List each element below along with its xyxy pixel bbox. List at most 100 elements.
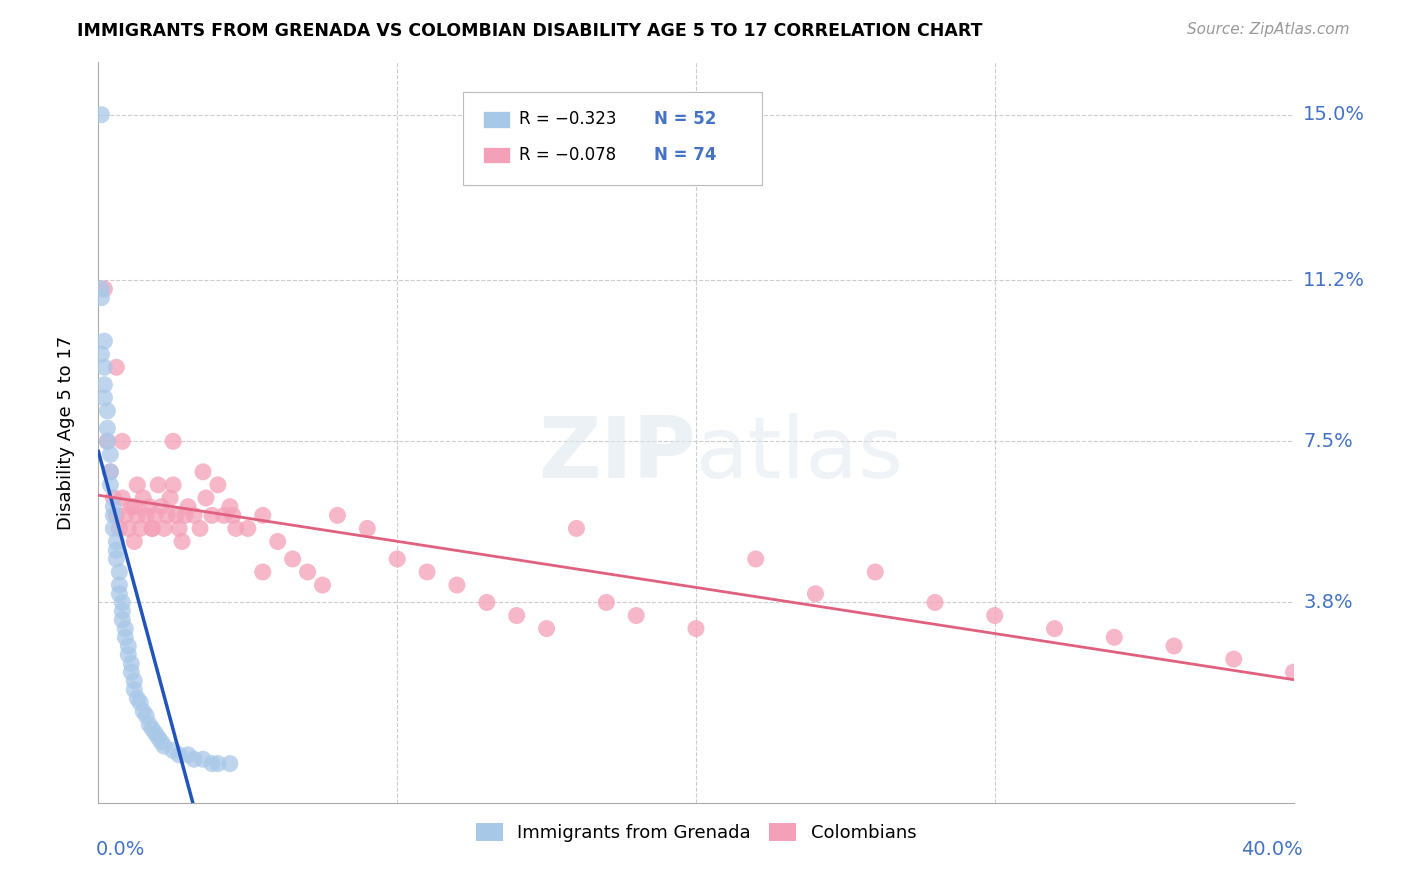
Point (626, 608, 648, 623)
Point (103, 508, 125, 523)
Point (1282, 665, 1305, 680)
Point (565, 521, 588, 535)
Point (1104, 630, 1126, 644)
Text: 3.8%: 3.8% (1303, 593, 1353, 612)
Point (138, 717, 160, 731)
Text: atlas: atlas (696, 413, 904, 496)
Point (105, 543, 128, 558)
Point (212, 508, 235, 523)
Point (96, 421, 118, 435)
Point (984, 608, 1007, 623)
Point (120, 657, 142, 671)
Point (865, 565, 887, 579)
Point (162, 478, 184, 492)
Point (150, 735, 173, 749)
Text: N = 74: N = 74 (654, 146, 717, 164)
Point (1043, 622, 1066, 636)
Point (141, 722, 163, 736)
Point (111, 613, 134, 627)
Point (90, 347, 112, 361)
Point (120, 500, 142, 514)
Point (201, 756, 224, 771)
Point (148, 731, 170, 745)
Point (311, 578, 333, 592)
Point (191, 465, 214, 479)
Point (124, 673, 146, 688)
Point (135, 708, 157, 723)
Text: IMMIGRANTS FROM GRENADA VS COLOMBIAN DISABILITY AGE 5 TO 17 CORRELATION CHART: IMMIGRANTS FROM GRENADA VS COLOMBIAN DIS… (77, 22, 983, 40)
Point (114, 630, 136, 644)
Point (141, 521, 163, 535)
Point (132, 704, 155, 718)
Point (165, 508, 187, 523)
Point (120, 665, 142, 680)
Y-axis label: Disability Age 5 to 17: Disability Age 5 to 17 (56, 335, 75, 530)
Point (595, 595, 617, 609)
Point (111, 595, 134, 609)
Point (219, 500, 242, 514)
Point (222, 508, 245, 523)
Point (98, 478, 122, 492)
Point (252, 565, 274, 579)
Point (103, 491, 125, 505)
Point (685, 622, 707, 636)
Point (191, 752, 214, 766)
Point (90, 108, 112, 122)
Point (103, 500, 125, 514)
Point (416, 565, 439, 579)
Point (105, 360, 128, 375)
Point (117, 521, 139, 535)
Point (506, 608, 529, 623)
Point (153, 739, 176, 754)
Point (111, 434, 134, 449)
Point (108, 587, 131, 601)
Point (127, 691, 149, 706)
Point (207, 756, 229, 771)
Point (105, 552, 128, 566)
Point (252, 508, 274, 523)
Point (143, 508, 166, 523)
Point (148, 478, 170, 492)
Point (446, 578, 468, 592)
Point (172, 534, 194, 549)
Text: 11.2%: 11.2% (1303, 270, 1365, 290)
FancyBboxPatch shape (463, 92, 762, 185)
Point (745, 552, 768, 566)
Point (132, 491, 155, 505)
Point (98, 465, 122, 479)
Point (326, 508, 349, 523)
Point (117, 639, 139, 653)
Point (267, 534, 290, 549)
Point (153, 521, 176, 535)
Point (111, 604, 134, 618)
Text: 0.0%: 0.0% (96, 840, 145, 859)
Bar (484, 112, 509, 128)
Point (183, 752, 205, 766)
Point (93, 360, 115, 375)
Point (124, 534, 146, 549)
Point (127, 478, 149, 492)
Point (297, 565, 319, 579)
Point (150, 500, 173, 514)
Point (96, 434, 118, 449)
Point (177, 747, 200, 762)
Point (281, 552, 304, 566)
Point (167, 521, 190, 535)
Point (96, 434, 118, 449)
Text: 7.5%: 7.5% (1303, 432, 1353, 450)
Point (236, 521, 259, 535)
Text: 40.0%: 40.0% (1241, 840, 1303, 859)
Point (90, 291, 112, 305)
Point (207, 478, 229, 492)
Point (111, 491, 134, 505)
Bar (484, 147, 509, 163)
Point (143, 726, 166, 740)
Point (385, 552, 409, 566)
Point (188, 521, 211, 535)
Text: N = 52: N = 52 (654, 111, 717, 128)
Point (219, 756, 242, 771)
Point (105, 534, 128, 549)
Point (105, 508, 128, 523)
Point (162, 743, 184, 757)
Point (135, 508, 157, 523)
